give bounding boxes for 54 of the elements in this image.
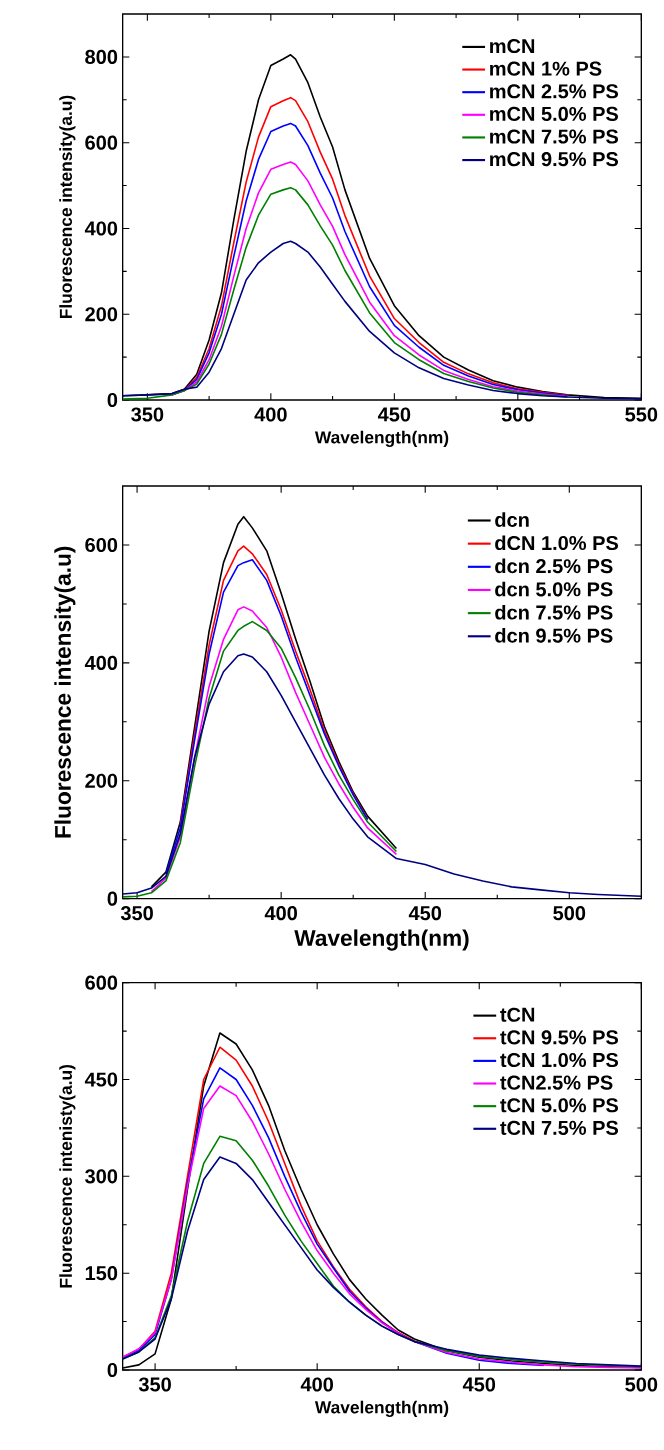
x-tick-label: 500 bbox=[501, 407, 534, 422]
x-tick-label: 450 bbox=[377, 407, 411, 422]
legend-label: dcn 5.0% PS bbox=[495, 581, 613, 597]
y-tick-label: 0 bbox=[107, 1362, 118, 1378]
y-axis-title: Fluorescence intensity(a.u) bbox=[54, 546, 76, 838]
line-series bbox=[150, 606, 398, 893]
x-tick-label: 450 bbox=[408, 906, 442, 921]
x-tick-label: 500 bbox=[553, 906, 586, 921]
legend-label: dcn 2.5% PS bbox=[495, 558, 613, 574]
y-tick-label: 200 bbox=[85, 307, 118, 322]
legend-label: tCN 1.0% PS bbox=[500, 1052, 619, 1068]
legend-label: tCN bbox=[500, 1007, 535, 1022]
legend-label: tCN 5.0% PS bbox=[500, 1098, 619, 1113]
y-tick-label: 800 bbox=[85, 49, 118, 64]
x-tick-label: 350 bbox=[120, 906, 153, 921]
x-tick-label: 450 bbox=[462, 1377, 496, 1392]
legend-label: dcn bbox=[495, 512, 529, 527]
x-axis-title: Wavelength(nm) bbox=[294, 929, 469, 951]
x-tick-label: 350 bbox=[131, 407, 164, 422]
legend-label: mCN 9.5% PS bbox=[490, 152, 619, 167]
legend-label: tCN2.5% PS bbox=[500, 1075, 613, 1090]
x-tick-label: 500 bbox=[625, 1377, 658, 1392]
legend-label: tCN 7.5% PS bbox=[500, 1120, 619, 1135]
y-tick-label: 0 bbox=[107, 891, 118, 906]
y-tick-label: 600 bbox=[85, 975, 118, 990]
legend-label: dcn 7.5% PS bbox=[495, 604, 613, 620]
legend-label: dcn 9.5% PS bbox=[495, 628, 613, 643]
legend-label: mCN 2.5% PS bbox=[490, 84, 619, 99]
y-tick-label: 0 bbox=[107, 392, 118, 408]
x-tick-label: 400 bbox=[264, 906, 297, 921]
y-tick-label: 400 bbox=[84, 221, 118, 236]
y-tick-label: 600 bbox=[85, 537, 118, 553]
y-tick-label: 150 bbox=[85, 1266, 118, 1281]
x-tick-label: 400 bbox=[300, 1377, 333, 1392]
x-tick-label: 350 bbox=[138, 1377, 171, 1392]
legend-label: tCN 9.5% PS bbox=[500, 1030, 619, 1045]
line-series bbox=[122, 653, 642, 898]
line-series bbox=[122, 620, 398, 898]
legend-label: mCN 7.5% PS bbox=[490, 129, 619, 144]
x-axis-title: Wavelength(nm) bbox=[314, 430, 449, 447]
y-tick-label: 450 bbox=[84, 1072, 118, 1087]
y-tick-label: 300 bbox=[85, 1169, 118, 1184]
legend-label: dCN 1.0% PS bbox=[495, 535, 619, 551]
y-axis-title: Fluorescence intenisty(a.u) bbox=[59, 1065, 76, 1288]
legend-label: mCN 1% PS bbox=[490, 61, 602, 76]
x-tick-label: 550 bbox=[625, 407, 658, 422]
y-tick-label: 600 bbox=[85, 135, 118, 150]
x-axis-title: Wavelength(nm) bbox=[314, 1400, 449, 1417]
y-axis-title: Fluorescence intensity(a.u) bbox=[59, 95, 76, 319]
legend-label: mCN 5.0% PS bbox=[490, 106, 619, 121]
legend-label: mCN bbox=[490, 38, 535, 54]
y-tick-label: 200 bbox=[85, 773, 118, 788]
y-tick-label: 400 bbox=[84, 655, 118, 670]
x-tick-label: 400 bbox=[254, 407, 287, 422]
